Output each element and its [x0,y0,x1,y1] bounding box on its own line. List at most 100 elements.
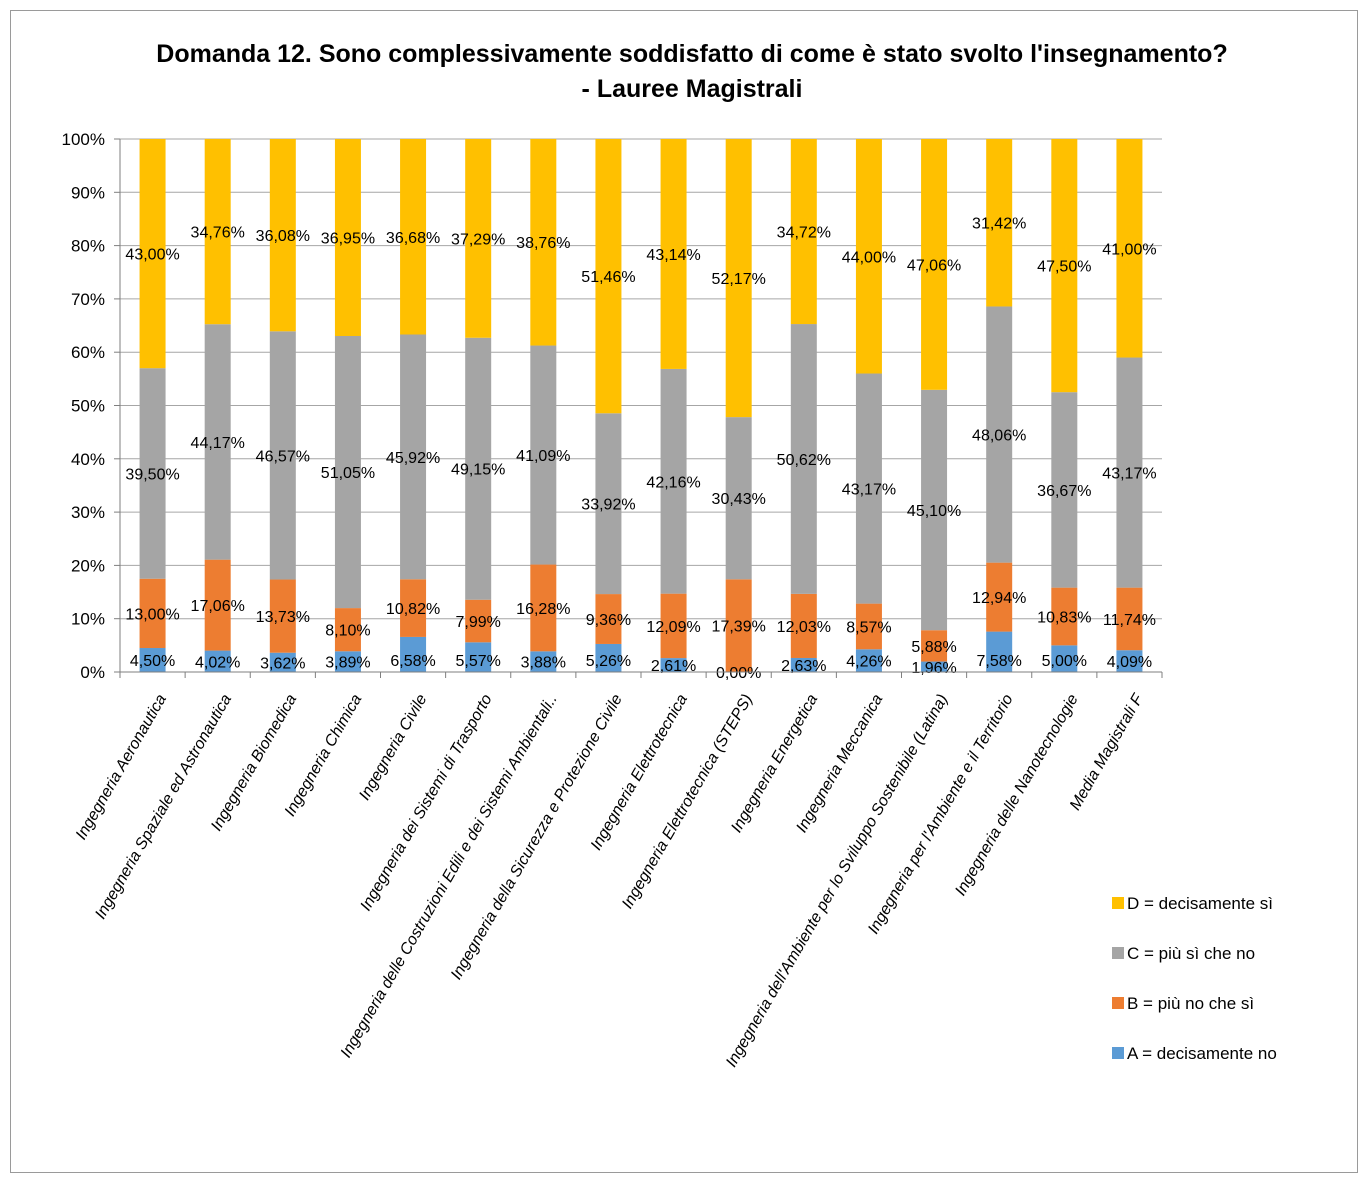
data-label: 3,62% [260,655,305,672]
category-label: Media Magistrali F [1067,690,1148,813]
bar-segment [986,631,1013,672]
data-label: 5,26% [586,653,631,670]
chart-subtitle: - Lauree Magistrali [582,75,803,103]
bar-segment [790,324,817,594]
bar-segment [400,636,427,672]
bar-segment [204,324,231,560]
bar-segment [595,594,622,644]
data-label: 48,06% [972,428,1026,445]
bar-segment [921,630,948,662]
bar-segment [204,559,231,651]
bar-segment [1116,587,1143,651]
data-label: 37,29% [451,231,505,248]
y-tick-label: 30% [71,503,105,522]
category-label: Ingegneria dell'Ambiente per lo Sviluppo… [723,692,951,1071]
bar-segment [139,578,166,649]
bar-segment [660,139,687,369]
data-label: 10,83% [1037,609,1091,626]
bar-segment [790,657,817,672]
legend-label: A = decisamente no [1127,1044,1277,1063]
data-label: 41,00% [1102,241,1156,258]
bar-segment [139,648,166,672]
data-label: 31,42% [972,216,1026,233]
bar-segment [725,417,752,580]
category-label: Ingegneria per l'Ambiente e il Territori… [865,691,1017,937]
bar-segment [855,139,882,374]
data-label: 44,00% [842,249,896,266]
bar-segment [921,661,948,672]
bar-segment [921,389,948,631]
bar-segment [660,593,687,659]
data-label: 7,58% [977,653,1022,670]
bar-segment [269,139,296,332]
legend-swatch [1112,1047,1124,1059]
data-label: 4,26% [846,654,891,671]
legend-label: C = più sì che no [1127,944,1255,963]
bar-segment [530,345,557,565]
bar-segment [1051,587,1078,646]
y-tick-label: 90% [71,183,105,202]
y-tick-label: 50% [71,397,105,416]
data-label: 12,03% [777,619,831,636]
data-label: 36,95% [321,231,375,248]
bar-segment [334,139,361,336]
bar-segment [790,139,817,325]
bar-segment [269,331,296,580]
bar-segment [400,334,427,580]
data-label: 4,50% [130,653,175,670]
data-label: 51,05% [321,465,375,482]
axes [119,139,1163,678]
bar-segment [465,642,492,672]
legend-swatch [1112,947,1124,959]
data-label: 3,88% [521,655,566,672]
data-label: 7,99% [456,614,501,631]
data-label: 8,57% [846,619,891,636]
data-label: 42,16% [646,474,700,491]
bar-segment [660,658,687,672]
data-label: 52,17% [712,271,766,288]
bar-segment [1051,139,1078,393]
data-label: 12,94% [972,590,1026,607]
data-label: 4,09% [1107,654,1152,671]
bar-segment [1051,645,1078,672]
bar-segment [986,306,1013,563]
y-tick-label: 60% [71,343,105,362]
bar-segment [334,335,361,609]
category-label: Ingegneria dei Sistemi di Trasporto [357,691,495,913]
y-tick-label: 0% [80,663,105,682]
data-label: 9,36% [586,612,631,629]
bar-segment [465,599,492,643]
category-label: Ingegneria Spaziale ed Astronautica [92,691,235,922]
bar-segment [725,579,752,672]
data-label: 46,57% [256,448,310,465]
data-label: 47,50% [1037,259,1091,276]
bar-segment [530,651,557,672]
data-label: 39,50% [125,466,179,483]
bar-segment [855,603,882,650]
data-label: 13,73% [256,609,310,626]
bar-segment [595,413,622,595]
legend-swatch [1112,997,1124,1009]
y-tick-label: 40% [71,450,105,469]
bar-segment [530,138,557,346]
data-label: 45,10% [907,503,961,520]
data-label: 3,89% [325,655,370,672]
bar-segment [1051,392,1078,588]
bar-segment [269,652,296,672]
bar-segment [204,650,231,672]
data-label: 45,92% [386,450,440,467]
legend-label: B = più no che sì [1127,994,1254,1013]
data-label: 16,28% [516,601,570,618]
bar-segment [139,368,166,579]
y-tick-label: 10% [71,610,105,629]
category-label: Ingegneria delle Nanotecnologie [952,691,1082,898]
bar-segment [530,564,557,652]
bar-segment [1116,357,1143,588]
bar-segment [855,373,882,604]
data-label: 43,00% [125,247,179,264]
bar-segment [465,337,492,600]
bar-segment [204,138,231,325]
bar-segment [986,139,1013,307]
bar-segment [855,649,882,672]
